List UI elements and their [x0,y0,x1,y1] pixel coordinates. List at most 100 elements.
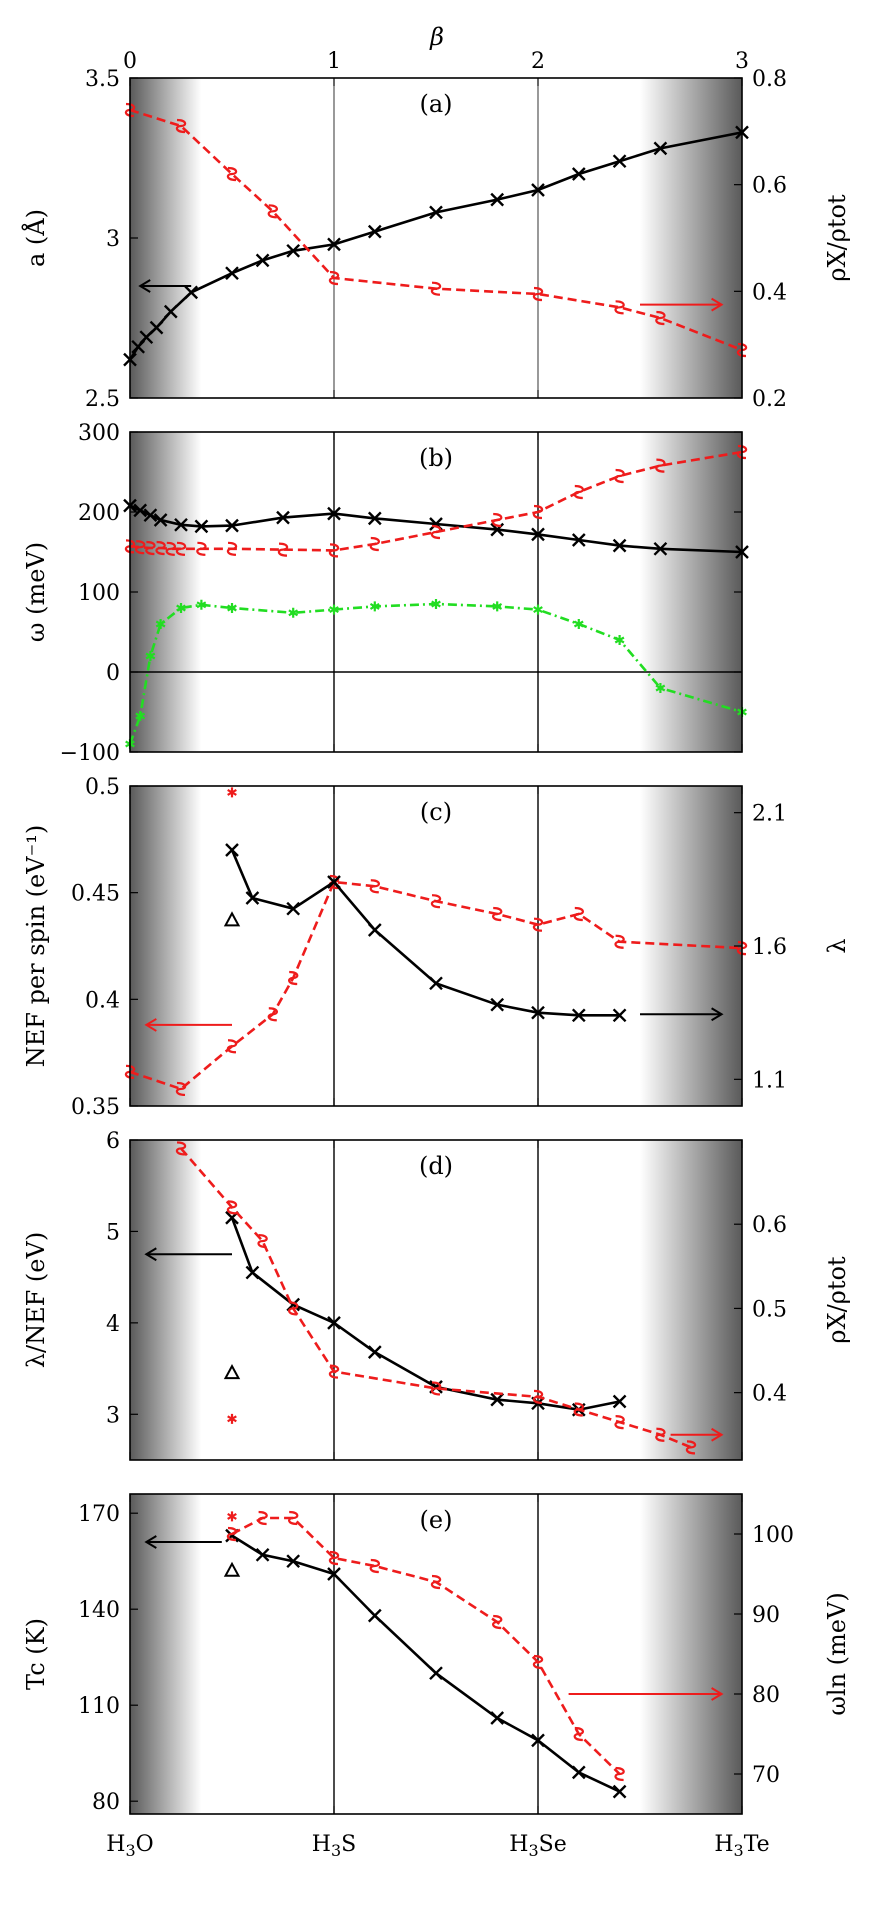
data-point-squiggle-marker [532,1389,544,1404]
series-line [231,1534,621,1793]
data-point-squiggle-marker [430,1574,442,1590]
y-tick-label-right: 0.5 [752,1297,787,1322]
data-point-squiggle-marker [430,524,442,540]
data-point-x-marker [612,154,627,169]
panel-c: 0.35 0.4 0.45 0.5 1.1 1.6 2.1 (c) NEF per spin (… [22,775,851,1120]
panel-label: (b) [419,444,453,472]
shade-right [640,78,742,398]
data-point-x-marker [245,891,260,905]
data-point-squiggle-marker [328,1364,340,1379]
data-point-x-marker [163,304,178,319]
series--x-tot [175,1141,697,1455]
data-point-x-marker [571,1008,586,1023]
top-axis-ticks: 0 1 2 3 [123,49,749,74]
data-point-squiggle-marker [328,270,340,286]
y-tick-label-left: 100 [78,581,120,606]
data-point-x-marker [653,541,668,556]
y-tick-label-left: 80 [92,1790,120,1815]
top-tick-label: 3 [735,49,749,74]
data-point-star-marker [176,603,186,613]
data-point-squiggle-marker [145,540,156,556]
panel-a: 2.5 3 3.5 0.2 0.4 0.6 0.8 (a) a (Å) ρX/ρtot [21,67,851,412]
axis-arrow-head [144,1247,157,1262]
panel-label: (a) [419,90,452,118]
data-point-triangle-marker [223,1364,241,1380]
data-point-squiggle-marker [175,1141,187,1156]
shade-left [130,432,202,752]
data-point-star-marker [288,607,299,618]
data-point-triangle-marker [223,911,241,927]
y-tick-label-left: 0.5 [85,775,120,800]
data-point-squiggle-marker [175,118,187,134]
panel-label: (e) [420,1506,453,1534]
data-point-squiggle-marker [226,541,238,556]
data-point-squiggle-marker [573,1726,584,1742]
data-point-squiggle-marker [226,1526,238,1542]
data-point-squiggle-marker [369,879,380,894]
data-point-squiggle-marker [369,1558,380,1574]
y-tick-label-left: 140 [78,1598,120,1623]
data-point-squiggle-marker [165,541,176,556]
axis-arrow-head [711,1007,724,1022]
data-point-star-marker [533,604,543,615]
data-point-x-marker [490,1711,505,1725]
data-point-x-marker [490,1392,505,1407]
panel-d: 3 4 5 6 0.4 0.5 0.6 (d) λ/NEF (eV) ρX/ρtot [22,1129,851,1461]
y-tick-label-left: 200 [78,501,120,526]
data-point-squiggle-marker [267,1007,278,1022]
data-point-star-marker [329,604,339,615]
data-point-squiggle-marker [614,1415,625,1430]
data-point-x-marker [133,503,148,518]
axis-arrow-head [144,1535,157,1549]
shade-right [640,1494,742,1814]
shade-left [130,1140,202,1460]
data-point-star-marker [492,601,503,612]
data-point-squiggle-marker [573,484,584,500]
data-point-star-marker [155,619,166,629]
data-point-squiggle-marker [532,1654,544,1670]
data-point-squiggle-marker [492,906,503,922]
bottom-label: H3S [312,1832,356,1860]
data-point-star-marker [573,619,584,629]
data-point-squiggle-marker [328,543,340,558]
data-point-x-marker [225,518,239,533]
data-point-x-marker [225,843,239,857]
series-line [230,1217,620,1412]
y-tick-label-left: 300 [78,421,120,446]
data-point-x-marker [194,519,209,534]
series-- [225,843,627,1023]
y-tick-label-left: 0.45 [71,882,120,907]
data-point-x-marker [612,1008,627,1023]
data-point-star-marker [431,599,441,609]
data-point-squiggle-marker [492,1614,503,1630]
data-point-squiggle-marker [155,540,166,556]
data-point-squiggle-marker [532,504,544,520]
data-point-star-marker [227,787,237,798]
series-line [180,1147,692,1449]
y-tick-label-left: −100 [60,741,120,766]
axis-arrow-head [711,1687,724,1701]
data-point-x-marker [327,875,341,889]
y-axis-title-left: Tc (K) [22,1618,50,1690]
panel-b: −100 0 100 200 300 (b) ω (meV) [22,421,749,766]
data-point-x-marker [429,976,443,991]
series--ln [226,1510,625,1782]
shade-left [130,1494,202,1814]
data-point-x-marker [153,513,168,527]
y-tick-label-left: 110 [78,1694,120,1719]
y-axis-title-right: ρX/ρtot [823,194,851,281]
panel-e: 80 110 140 170 70 80 90 100 (e) Tc (K) ωln (meV) [22,1493,851,1815]
series-a [123,125,749,367]
data-point-x-marker [531,527,545,542]
y-tick-label-right: 0.4 [752,280,787,305]
plot-frame [129,1139,743,1461]
data-point-x-marker [490,192,505,207]
shade-right [640,1140,742,1460]
data-point-squiggle-marker [196,541,207,556]
series-tc [225,1528,627,1799]
data-point-squiggle-marker [655,1427,666,1442]
y-tick-label-left: 2.5 [85,387,120,412]
data-point-x-marker [367,1608,382,1623]
data-point-x-marker [429,1666,443,1681]
